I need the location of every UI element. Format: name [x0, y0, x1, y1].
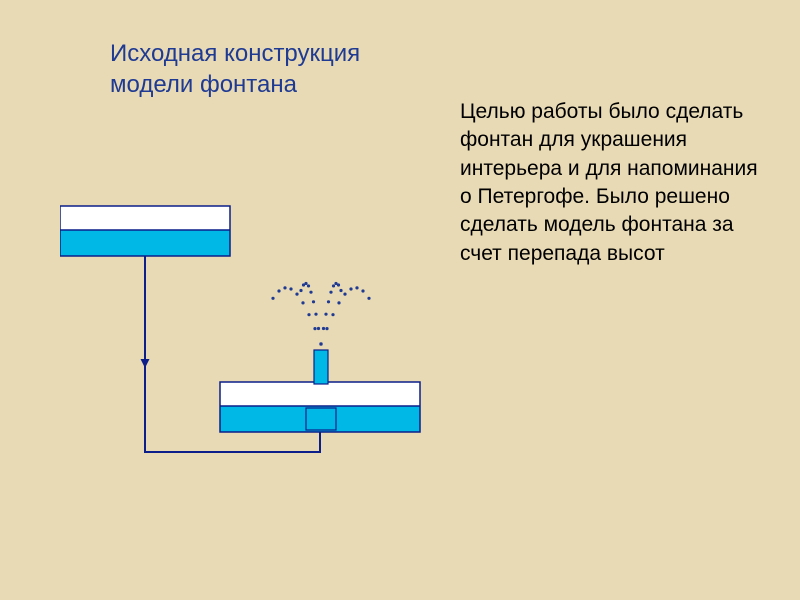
- slide-title: Исходная конструкция модели фонтана: [110, 38, 430, 100]
- flow-arrow-icon: [141, 359, 150, 368]
- upper-tank: [60, 206, 230, 256]
- body-text: Целью работы было сделать фонтан для укр…: [460, 98, 760, 268]
- spray-icon: [271, 282, 370, 346]
- slide: Исходная конструкция модели фонтана Цель…: [0, 0, 800, 600]
- nozzle-base: [306, 408, 336, 430]
- nozzle: [314, 350, 328, 384]
- fountain-diagram: [60, 190, 440, 470]
